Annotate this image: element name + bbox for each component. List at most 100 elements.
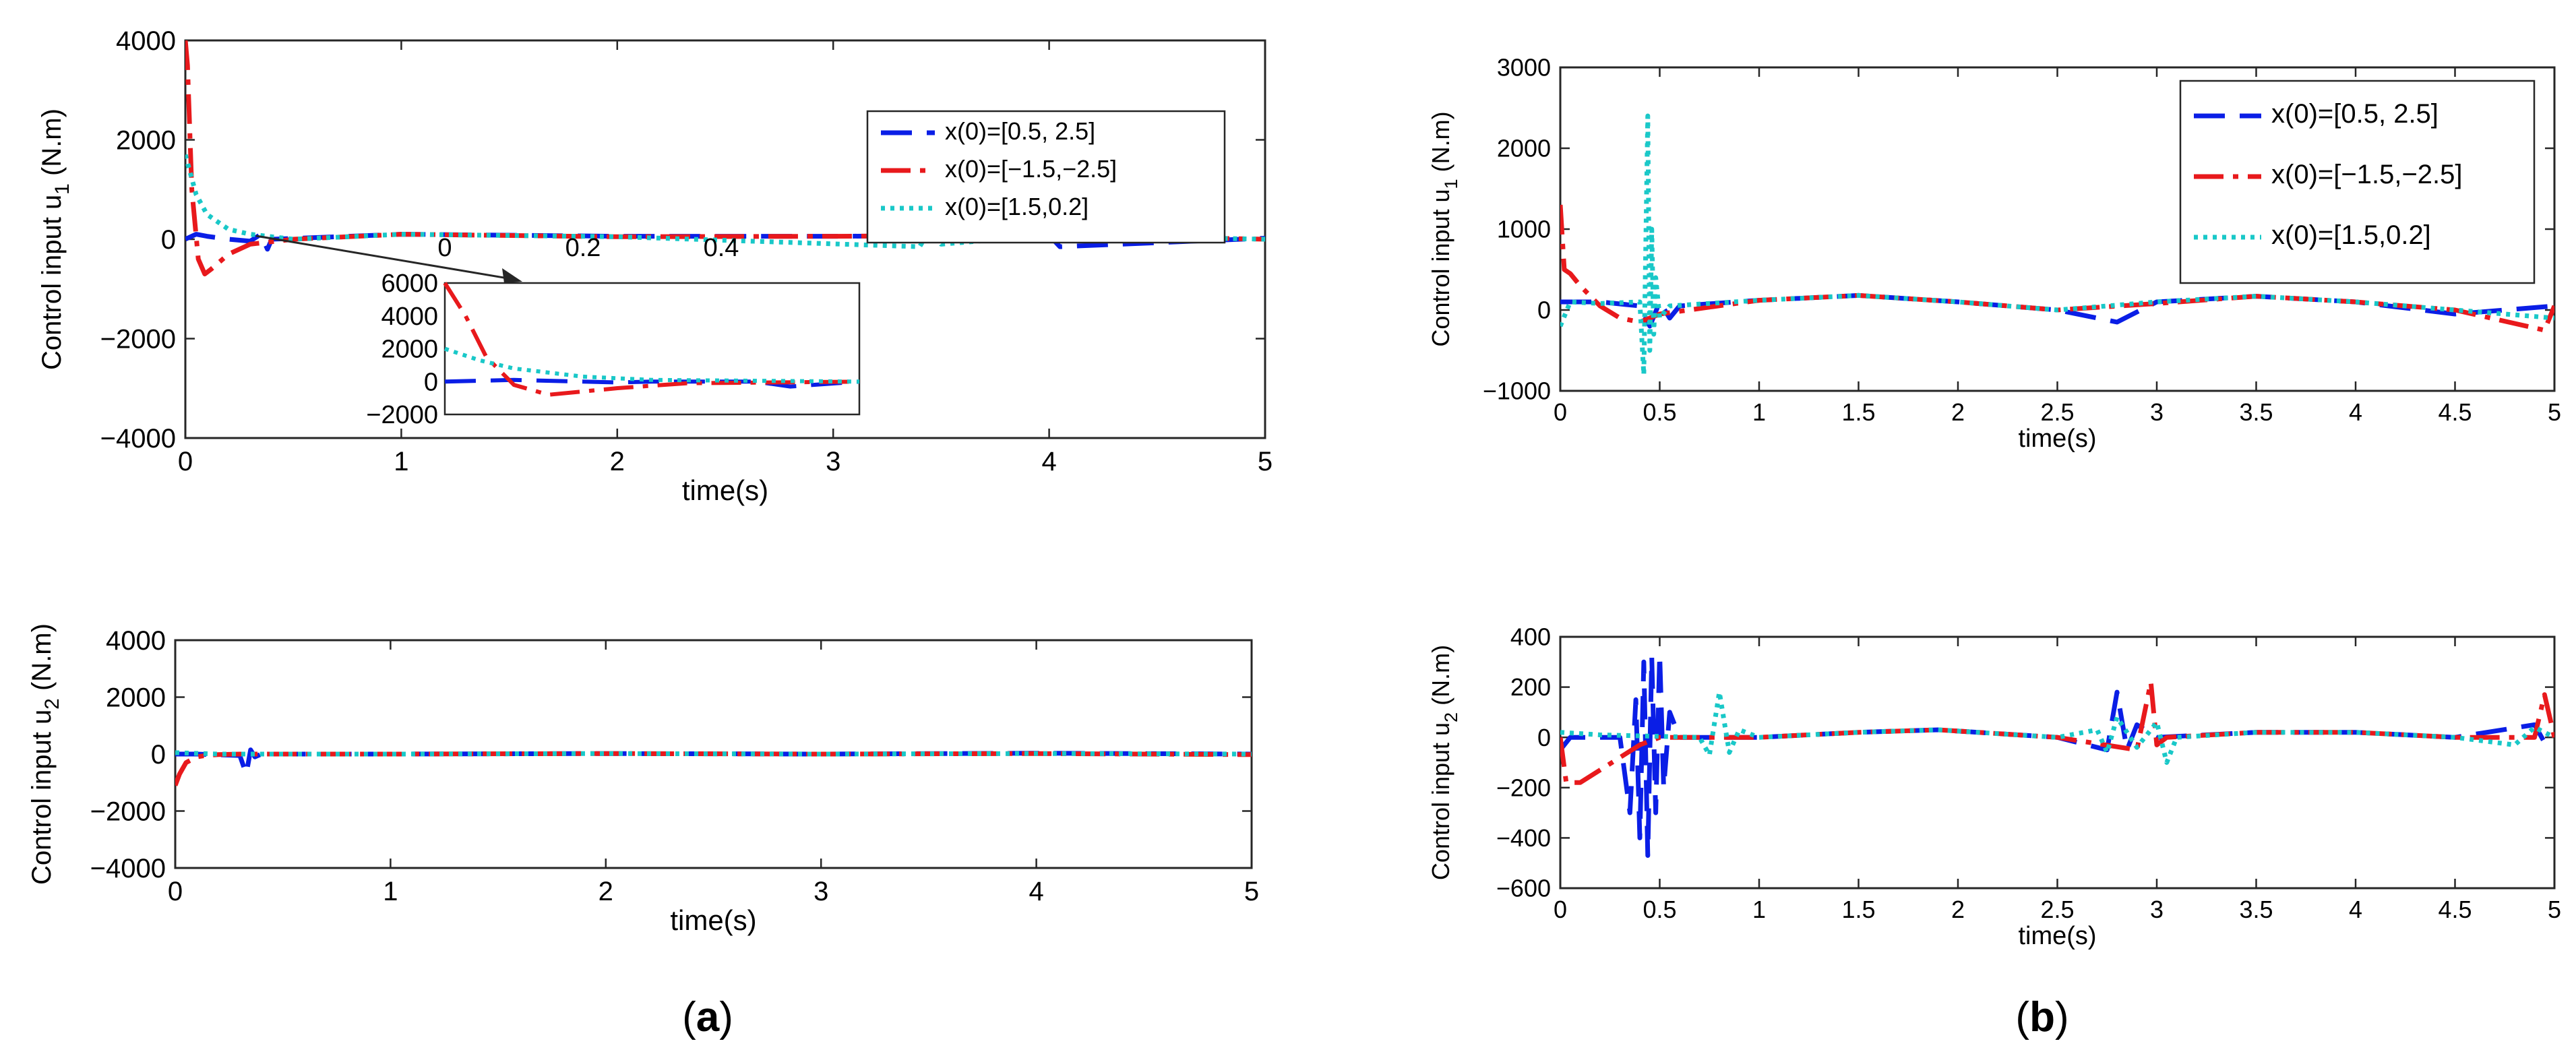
x-tick-label: 2.5 (2040, 896, 2074, 923)
x-tick-label: 3 (2150, 896, 2164, 923)
series-line-3 (1560, 689, 2554, 765)
series-line-2 (185, 40, 1265, 277)
inset-y-tick-label: 4000 (381, 303, 438, 331)
inset-y-tick-label: −2000 (366, 401, 438, 429)
x-axis-label: time(s) (670, 904, 756, 936)
x-tick-label: 4.5 (2438, 896, 2472, 923)
x-tick-label: 1.5 (1841, 896, 1875, 923)
legend-label-2: x(0)=[−1.5,−2.5] (2271, 160, 2463, 189)
legend: x(0)=[0.5, 2.5] x(0)=[−1.5,−2.5] x(0)=[1.5… (866, 110, 1226, 244)
y-axis-label: Control input u1 (N.m) (37, 108, 73, 370)
inset-y-tick-label: 2000 (381, 336, 438, 364)
legend-label-2: x(0)=[−1.5,−2.5] (945, 155, 1117, 183)
y-axis-label-sub: 2 (1441, 712, 1461, 722)
y-axis-label: Control input u2 (N.m) (27, 623, 63, 885)
y-tick-label: 2000 (116, 126, 176, 156)
y-axis-label-sub: 1 (1441, 179, 1461, 189)
y-tick-label: −200 (1496, 774, 1551, 801)
legend-label-3: x(0)=[1.5,0.2] (945, 193, 1088, 220)
x-tick-label: 0 (1554, 896, 1567, 923)
y-tick-label: −2000 (90, 797, 166, 827)
y-tick-label: 200 (1510, 673, 1551, 701)
y-tick-label: 0 (161, 225, 176, 255)
legend-label-3: x(0)=[1.5,0.2] (2271, 220, 2431, 250)
caption-open: ( (682, 994, 696, 1040)
y-tick-label: 2000 (1497, 135, 1551, 162)
plot-frame (1559, 635, 2556, 890)
y-axis-label-main: Control input u (1427, 189, 1454, 346)
caption-letter: b (2029, 994, 2055, 1040)
y-axis-label-unit: (N.m) (1427, 645, 1454, 712)
x-tick-label: 1 (383, 877, 398, 906)
y-tick-label: −2000 (100, 325, 176, 354)
y-tick-label: 4000 (106, 626, 166, 656)
x-tick-label: 1 (1752, 896, 1766, 923)
chart-b1: 0 0.5 1 1.5 2 2.5 3 3.5 4 4.5 5−10000100020003000t… (1427, 54, 2561, 453)
y-axis-label: Control input u1 (N.m) (1427, 111, 1461, 346)
x-axis-label: time(s) (2018, 922, 2096, 950)
panel-caption-b: (b) (2015, 994, 2068, 1040)
chart-b2: 0 0.5 1 1.5 2 2.5 3 3.5 4 4.5 5 −600 −400 −200 0 200 400… (1427, 623, 2561, 950)
y-axis-label-main: Control input u (27, 710, 57, 885)
y-axis-label-unit: (N.m) (37, 108, 67, 183)
x-tick-label: 5 (1244, 877, 1259, 906)
x-tick-label: 2.5 (2040, 398, 2074, 426)
panel-caption-a: (a) (682, 994, 733, 1040)
x-tick-label: 4 (2349, 398, 2362, 426)
inset-series-3 (444, 346, 860, 384)
x-axis-label: time(s) (2018, 425, 2096, 453)
y-tick-label: −400 (1496, 824, 1551, 852)
x-tick-label: 0 (1554, 398, 1567, 426)
y-tick-label: 2000 (106, 683, 166, 713)
series-line-2 (175, 751, 1252, 786)
y-axis-label-sub: 2 (41, 698, 63, 710)
x-tick-label: 3 (814, 877, 828, 906)
y-tick-label: 3000 (1497, 54, 1551, 82)
y-tick-label: 0 (1537, 724, 1551, 751)
inset-x-tick-label: 0.2 (565, 234, 601, 262)
zoom-arrow-head (502, 268, 522, 283)
inset-series-2 (443, 282, 860, 397)
y-tick-label: 4000 (116, 26, 176, 56)
y-tick-label: 0 (1537, 297, 1551, 324)
x-tick-label: 4 (2349, 896, 2362, 923)
series-line-3 (185, 154, 1265, 249)
x-tick-label: 0 (168, 877, 183, 906)
x-tick-label: 5 (2548, 398, 2561, 426)
legend: x(0)=[0.5, 2.5] x(0)=[−1.5,−2.5] x(0)=[1.5… (2179, 80, 2536, 284)
inset-x-tick-label: 0 (437, 234, 452, 262)
inset-series-1 (444, 377, 860, 389)
x-tick-label: 4 (1029, 877, 1043, 906)
y-tick-label: −1000 (1483, 377, 1551, 405)
y-tick-label: −600 (1496, 875, 1551, 902)
legend-box (2179, 80, 2536, 284)
x-tick-label: 4 (1041, 447, 1056, 476)
y-tick-label: 400 (1510, 623, 1551, 651)
y-axis-label-sub: 1 (51, 183, 73, 195)
series-line-3 (175, 750, 1252, 757)
caption-letter: a (696, 994, 720, 1040)
x-tick-label: 5 (1258, 447, 1272, 476)
x-tick-label: 0.5 (1643, 896, 1676, 923)
x-tick-label: 1 (394, 447, 408, 476)
y-tick-label: −4000 (100, 424, 176, 454)
series-line-2 (1560, 204, 2554, 333)
caption-open: ( (2015, 994, 2029, 1040)
y-tick-label: 0 (151, 740, 166, 770)
x-tick-label: 2 (610, 447, 625, 476)
x-axis-label: time(s) (682, 474, 768, 506)
y-tick-label: 1000 (1497, 216, 1551, 243)
x-tick-label: 2 (1951, 398, 1965, 426)
y-axis-label-unit: (N.m) (1427, 111, 1454, 179)
y-axis-label-main: Control input u (37, 195, 67, 370)
x-tick-label: 0.5 (1643, 398, 1676, 426)
y-axis-label-unit: (N.m) (27, 623, 57, 698)
inset-frame (443, 282, 861, 416)
caption-close: ) (2055, 994, 2069, 1040)
x-tick-label: 1 (1752, 398, 1766, 426)
zoom-inset: 6000 4000 2000 0 −2000 0 0.2 0.4 (255, 234, 861, 429)
inset-y-tick-label: 0 (424, 368, 438, 396)
chart-a1: 0 1 2 3 4 5 −4000 −2000 0 2000 4000 time(s) Control … (37, 26, 1272, 506)
x-tick-label: 3.5 (2239, 398, 2273, 426)
